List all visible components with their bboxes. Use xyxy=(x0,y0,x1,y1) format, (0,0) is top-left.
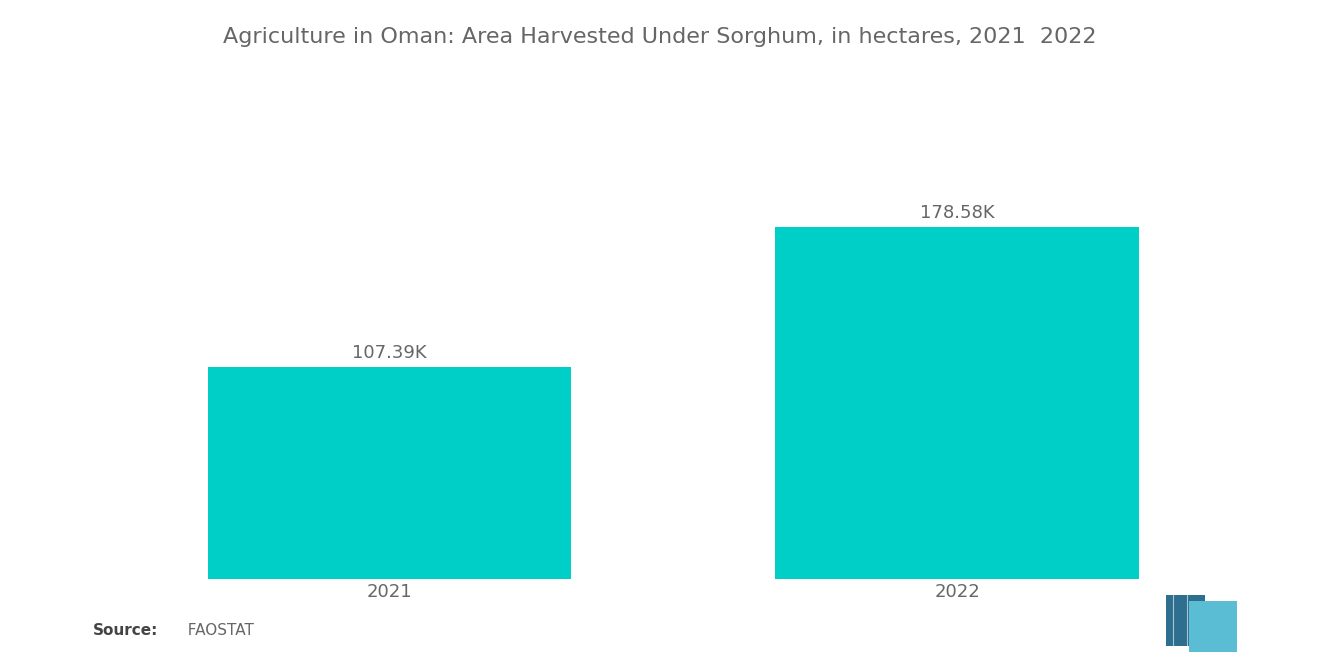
Text: FAOSTAT: FAOSTAT xyxy=(178,623,253,638)
Text: 178.58K: 178.58K xyxy=(920,203,994,221)
Polygon shape xyxy=(1166,595,1205,646)
Text: Agriculture in Oman: Area Harvested Under Sorghum, in hectares, 2021  2022: Agriculture in Oman: Area Harvested Unde… xyxy=(223,27,1097,47)
Bar xyxy=(775,227,1139,579)
Text: Source:: Source: xyxy=(92,623,158,638)
Polygon shape xyxy=(1189,601,1237,652)
Text: 107.39K: 107.39K xyxy=(352,344,426,362)
Bar xyxy=(207,367,572,579)
